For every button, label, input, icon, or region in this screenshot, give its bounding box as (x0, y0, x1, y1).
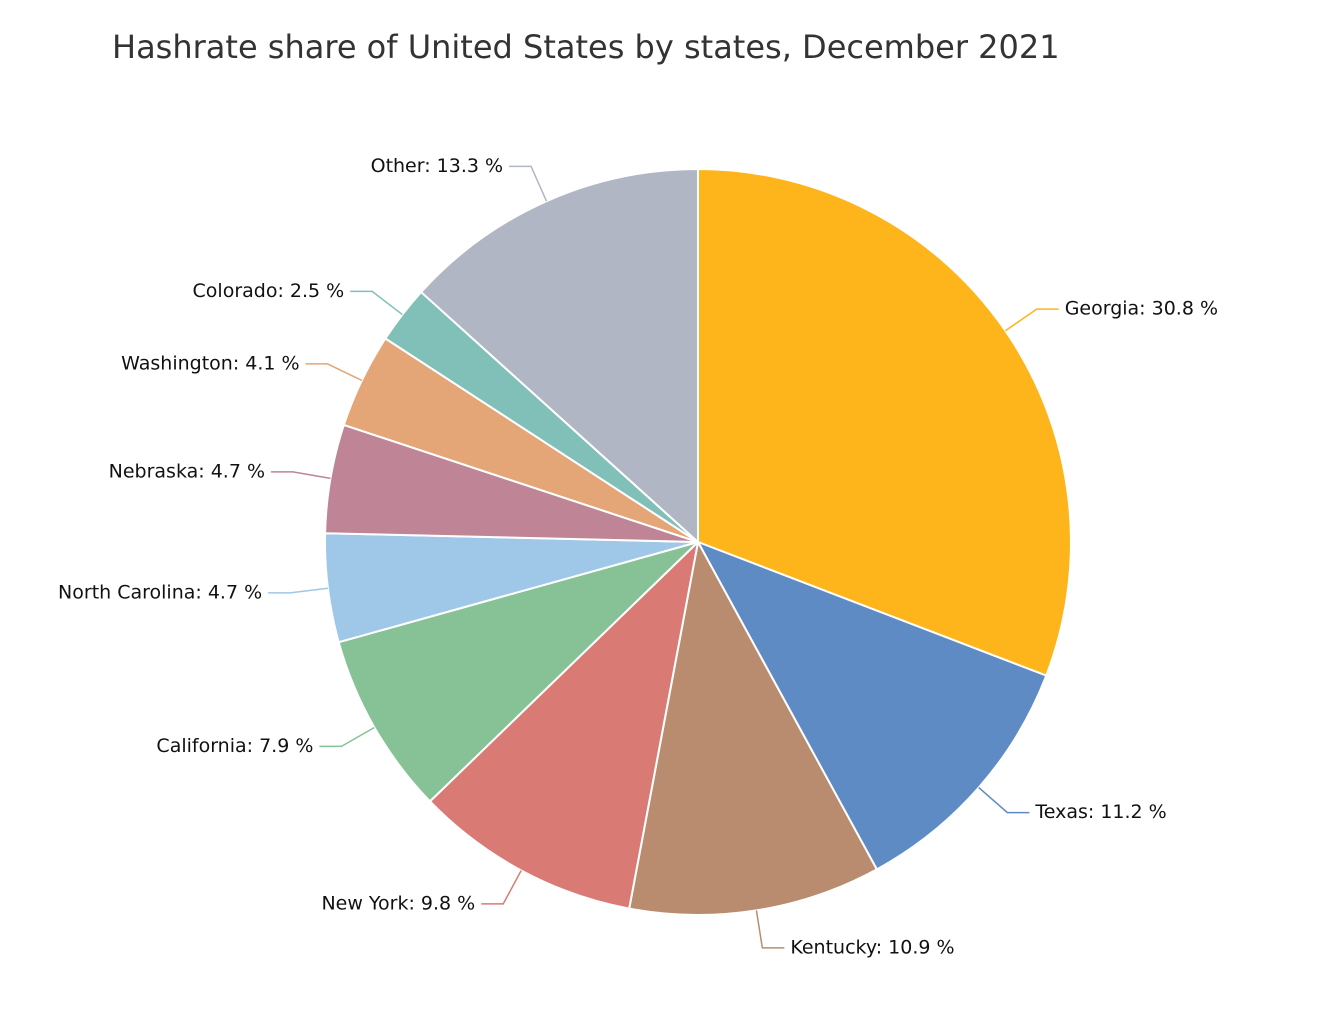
pie-slice-new-york (428, 541, 699, 910)
label-leader-lines (268, 165, 1059, 949)
slice-label-california: California: 7.9 % (156, 735, 313, 757)
leader-line-nebraska (271, 471, 331, 480)
slice-label-texas: Texas: 11.2 % (1034, 801, 1166, 823)
slice-label-georgia: Georgia: 30.8 % (1065, 298, 1218, 320)
pie-slice-other (420, 168, 699, 543)
leader-line-texas (978, 786, 1030, 814)
pie-slices (324, 168, 1072, 916)
leader-line-kentucky (755, 910, 785, 949)
slice-label-new-york: New York: 9.8 % (321, 892, 475, 914)
leader-line-other (509, 165, 548, 202)
slice-label-colorado: Colorado: 2.5 % (193, 280, 345, 302)
leader-line-california (319, 726, 375, 748)
slice-label-nebraska: Nebraska: 4.7 % (109, 460, 265, 482)
pie-slice-kentucky (628, 541, 878, 916)
slice-label-other: Other: 13.3 % (371, 155, 503, 177)
leader-line-georgia (1004, 308, 1059, 332)
leader-line-new-york (481, 870, 522, 905)
slice-label-north-carolina: North Carolina: 4.7 % (58, 581, 262, 603)
chart-title: Hashrate share of United States by state… (112, 28, 1060, 66)
leader-line-colorado (350, 290, 403, 316)
slice-labels: Georgia: 30.8 % Texas: 11.2 % Kentucky: 10… (58, 155, 1218, 959)
slice-label-kentucky: Kentucky: 10.9 % (790, 936, 954, 958)
pie-slice-georgia (697, 168, 1072, 677)
pie-slice-texas (697, 541, 1048, 871)
leader-line-north-carolina (268, 587, 328, 594)
slice-label-washington: Washington: 4.1 % (121, 352, 299, 374)
leader-line-washington (305, 363, 363, 382)
